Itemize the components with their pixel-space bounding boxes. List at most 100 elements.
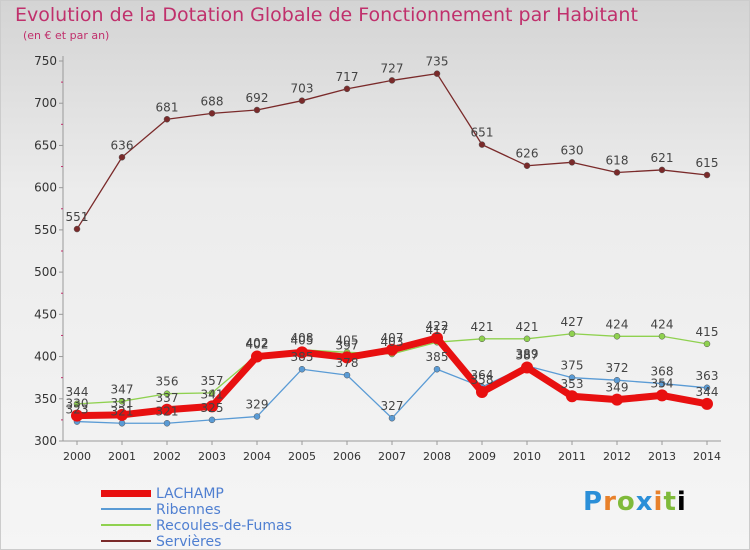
point-lachamp-2005 [296,346,308,359]
data-label-ribennes-2012: 372 [606,361,629,375]
x-tick-label-2007: 2007 [378,450,406,463]
data-label-recoules-de-fumas-2011: 427 [561,315,584,329]
data-label-servi-res-2009: 651 [471,126,494,140]
point-servi-res-2014 [703,171,711,179]
data-label-servi-res-2012: 618 [606,153,629,167]
x-tick-label-2013: 2013 [648,450,676,463]
point-servi-res-2012 [613,169,621,176]
point-ribennes-2008 [433,365,441,373]
data-label-lachamp-2002: 337 [156,391,179,405]
y-tick-label-500: 500 [34,265,57,279]
point-ribennes-2007 [388,414,396,422]
data-label-servi-res-2001: 636 [111,138,134,152]
data-label-recoules-de-fumas-2001: 347 [111,382,134,396]
data-label-servi-res-2011: 630 [561,143,584,157]
y-tick-label-750: 750 [34,54,57,68]
data-label-ribennes-2013: 368 [651,365,674,379]
data-label-lachamp-2010: 387 [516,349,539,363]
data-label-recoules-de-fumas-2012: 424 [606,317,629,331]
data-label-ribennes-2004: 329 [246,398,269,412]
point-ribennes-2001 [118,420,126,427]
point-lachamp-2007 [386,343,398,356]
data-label-lachamp-2004: 402 [246,338,269,352]
x-tick-label-2014: 2014 [693,450,721,463]
y-tick-label-550: 550 [34,223,57,237]
point-lachamp-2014 [701,397,713,410]
x-tick-label-2001: 2001 [108,450,136,463]
legend-label-servieres: Servières [156,534,222,550]
point-servi-res-2002 [163,116,171,123]
point-servi-res-2013 [658,166,666,174]
legend-label-lachamp: LACHAMP [156,486,224,502]
y-tick-label-650: 650 [34,138,57,152]
point-lachamp-2009 [476,386,488,399]
series-line-servi-res [76,73,708,230]
data-label-ribennes-2006: 378 [336,356,359,370]
legend-swatch-lachamp [101,490,151,497]
data-label-servi-res-2007: 727 [381,61,404,75]
point-lachamp-2006 [341,351,353,364]
data-label-lachamp-2001: 331 [111,396,134,410]
legend-swatch-ribennes [101,508,151,510]
data-label-recoules-de-fumas-2004: 402 [246,336,269,350]
legend-label-ribennes: Ribennes [156,502,221,518]
point-lachamp-2013 [656,389,668,402]
x-tick-label-2002: 2002 [153,450,181,463]
x-tick-label-2012: 2012 [603,450,631,463]
data-label-ribennes-2014: 363 [696,369,719,383]
x-tick-label-2003: 2003 [198,450,226,463]
data-label-recoules-de-fumas-2009: 421 [471,320,494,334]
data-label-lachamp-2005: 405 [291,333,314,347]
y-tick-label-600: 600 [34,181,57,195]
point-ribennes-2003 [208,416,216,424]
data-label-recoules-de-fumas-2008: 417 [426,323,449,337]
point-lachamp-2010 [521,361,533,374]
point-servi-res-2010 [523,162,531,169]
data-label-lachamp-2006: 397 [336,338,359,352]
point-servi-res-2008 [433,70,441,77]
y-tick-label-400: 400 [34,350,57,364]
data-label-ribennes-2003: 325 [201,401,224,415]
x-tick-label-2000: 2000 [63,450,91,463]
y-tick-label-350: 350 [34,392,57,406]
data-label-ribennes-2007: 327 [381,399,404,413]
point-lachamp-2002 [161,403,173,416]
point-servi-res-2007 [388,77,396,84]
data-label-ribennes-2011: 375 [561,359,584,373]
point-servi-res-2001 [118,154,126,161]
point-ribennes-2014 [703,384,711,392]
data-label-servi-res-2005: 703 [291,82,314,96]
data-label-recoules-de-fumas-2013: 424 [651,317,674,331]
data-label-servi-res-2004: 692 [246,91,269,105]
data-label-lachamp-2012: 349 [606,381,629,395]
data-label-recoules-de-fumas-2006: 405 [336,333,359,347]
data-label-servi-res-2003: 688 [201,94,224,108]
point-servi-res-2003 [208,110,216,117]
point-lachamp-2000 [71,409,83,422]
point-lachamp-2011 [566,390,578,403]
point-recoules-de-fumas-2000 [73,400,81,408]
point-recoules-de-fumas-2010 [523,335,531,343]
data-label-servi-res-2008: 735 [426,55,449,69]
point-lachamp-2012 [611,393,623,406]
point-recoules-de-fumas-2002 [163,390,171,397]
data-label-ribennes-2001: 321 [111,404,134,418]
data-label-ribennes-2010: 389 [516,347,539,361]
point-servi-res-2004 [253,106,261,114]
legend-swatch-recoules [101,524,151,526]
data-label-recoules-de-fumas-2002: 356 [156,375,179,389]
data-label-recoules-de-fumas-2010: 421 [516,320,539,334]
point-recoules-de-fumas-2011 [568,330,576,338]
y-tick-label-700: 700 [34,96,57,110]
point-ribennes-2006 [343,371,351,379]
data-label-recoules-de-fumas-2000: 344 [66,385,89,399]
data-label-lachamp-2014: 344 [696,385,719,399]
point-recoules-de-fumas-2001 [118,398,126,405]
legend-label-recoules: Recoules-de-Fumas [156,518,292,534]
data-label-servi-res-2000: 551 [66,210,89,224]
x-tick-label-2005: 2005 [288,450,316,463]
data-label-recoules-de-fumas-2014: 415 [696,325,719,339]
proxiti-logo: Proxiti [583,487,687,517]
data-label-lachamp-2009: 358 [471,373,494,387]
data-label-lachamp-2013: 354 [651,376,674,390]
